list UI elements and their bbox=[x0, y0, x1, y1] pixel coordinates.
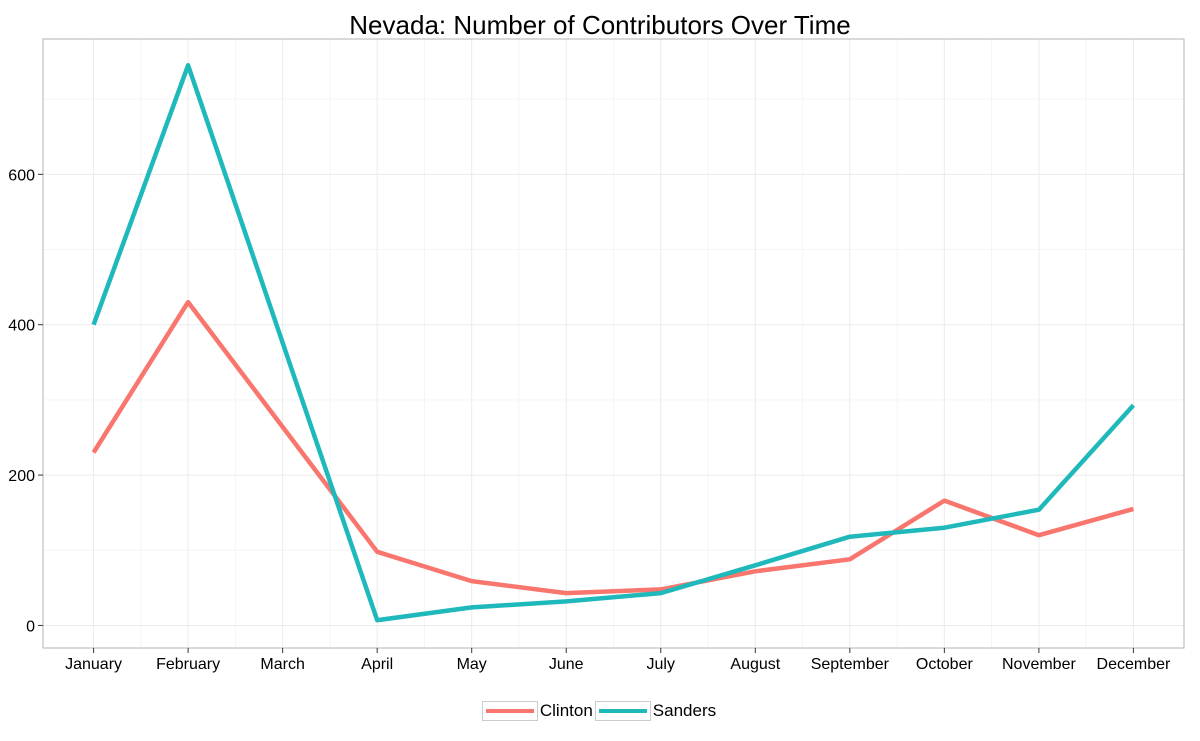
legend-swatch bbox=[485, 709, 534, 713]
x-tick-label: November bbox=[1002, 656, 1076, 673]
x-tick-label: April bbox=[361, 656, 393, 673]
legend-label: Clinton bbox=[539, 701, 593, 720]
x-tick-label: July bbox=[647, 656, 675, 673]
series-lines bbox=[91, 63, 1136, 623]
minor-gridlines bbox=[43, 39, 1184, 648]
x-tick-label: December bbox=[1097, 656, 1171, 673]
plot-panel-border bbox=[42, 38, 1185, 649]
chart-title: Nevada: Number of Contributors Over Time bbox=[349, 10, 851, 40]
x-tick-label: October bbox=[916, 656, 974, 673]
series-line-sanders bbox=[91, 63, 1136, 623]
legend-key bbox=[594, 701, 651, 721]
x-axis: January February March April May June July Augu… bbox=[65, 648, 1171, 673]
legend-item-sanders: Sanders bbox=[594, 701, 718, 721]
x-tick-label: February bbox=[156, 656, 220, 673]
x-tick-label: March bbox=[260, 656, 304, 673]
x-tick-label: May bbox=[457, 656, 487, 673]
x-tick-label: June bbox=[549, 656, 584, 673]
legend: Clinton Sanders bbox=[0, 701, 1200, 721]
legend-label: Sanders bbox=[652, 701, 717, 720]
legend-key bbox=[481, 701, 538, 721]
x-tick-label: August bbox=[730, 656, 780, 673]
y-tick-label: 0 bbox=[26, 618, 35, 635]
y-tick-label: 600 bbox=[8, 167, 35, 184]
series-line-clinton bbox=[91, 299, 1135, 596]
y-tick-label: 400 bbox=[8, 318, 35, 335]
x-tick-label: September bbox=[811, 656, 890, 673]
x-tick-label: January bbox=[65, 656, 122, 673]
y-axis: 0 200 400 600 bbox=[8, 167, 43, 635]
legend-item-clinton: Clinton bbox=[481, 701, 595, 721]
y-tick-label: 200 bbox=[8, 468, 35, 485]
legend-swatch bbox=[598, 709, 647, 713]
